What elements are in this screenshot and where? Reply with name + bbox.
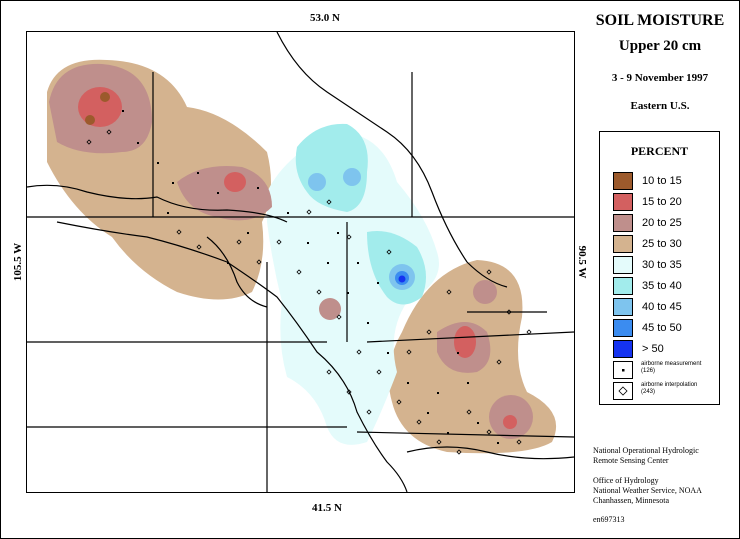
legend-label: 45 to 50 bbox=[642, 322, 682, 334]
interpolation-symbol bbox=[613, 382, 633, 400]
longitude-right-label: 90.5 W bbox=[576, 245, 588, 279]
legend-item: 10 to 15 bbox=[613, 172, 713, 190]
legend-label: 35 to 40 bbox=[642, 280, 682, 292]
region-20-25-east bbox=[177, 166, 272, 221]
product-code: en697313 bbox=[593, 515, 625, 524]
region-15-20-nw bbox=[78, 87, 122, 127]
interpolation-count: (243) bbox=[641, 389, 656, 395]
legend-item: 40 to 45 bbox=[613, 298, 713, 316]
credit-nohrsc: National Operational Hydrologic Remote S… bbox=[593, 446, 699, 466]
diamond-icon bbox=[618, 386, 628, 396]
map-canvas bbox=[27, 32, 574, 492]
legend-item: 25 to 30 bbox=[613, 235, 713, 253]
legend-item-measurement: airborne measurement (126) bbox=[613, 361, 713, 379]
legend-item: 20 to 25 bbox=[613, 214, 713, 232]
credit-office: Office of Hydrology National Weather Ser… bbox=[593, 476, 702, 506]
legend-swatch bbox=[613, 172, 633, 190]
interpolation-label: airborne interpolation bbox=[641, 382, 698, 388]
boundaries bbox=[27, 32, 574, 492]
title-date-range: 3 - 9 November 1997 bbox=[611, 72, 709, 84]
legend-label: 15 to 20 bbox=[642, 196, 682, 208]
title-soil-moisture: SOIL MOISTURE bbox=[595, 12, 725, 29]
legend-label: 25 to 30 bbox=[642, 238, 682, 250]
region-10-15-b bbox=[85, 115, 95, 125]
legend-swatch bbox=[613, 277, 633, 295]
square-dot-icon bbox=[622, 369, 625, 372]
region-gt50-a bbox=[398, 275, 406, 283]
latitude-bottom-label: 41.5 N bbox=[312, 502, 342, 514]
title-depth: Upper 20 cm bbox=[618, 38, 702, 54]
credit-line1: National Operational Hydrologic bbox=[593, 446, 699, 455]
title-region: Eastern U.S. bbox=[630, 100, 690, 112]
legend-swatch bbox=[613, 214, 633, 232]
credit-line4: National Weather Service, NOAA bbox=[593, 486, 702, 495]
region-15-20-se bbox=[454, 326, 476, 358]
legend-item: > 50 bbox=[613, 340, 713, 358]
soil-moisture-map bbox=[26, 31, 575, 493]
region-20-25-center bbox=[319, 298, 341, 320]
region-15-20-east bbox=[224, 172, 246, 192]
measurement-count: (126) bbox=[641, 368, 656, 374]
legend-item: 35 to 40 bbox=[613, 277, 713, 295]
airborne-measurement-markers bbox=[122, 110, 499, 444]
legend-label: 30 to 35 bbox=[642, 259, 682, 271]
legend-label: 10 to 15 bbox=[642, 175, 682, 187]
legend-swatch bbox=[613, 298, 633, 316]
legend-swatch bbox=[613, 235, 633, 253]
legend-swatch bbox=[613, 193, 633, 211]
legend-label: 20 to 25 bbox=[642, 217, 682, 229]
measurement-symbol bbox=[613, 361, 633, 379]
region-40-45-a bbox=[308, 173, 326, 191]
region-40-45-b bbox=[343, 168, 361, 186]
region-15-20-se2 bbox=[503, 415, 517, 429]
measurement-label: airborne measurement bbox=[641, 361, 702, 367]
region-20-25-south bbox=[473, 280, 497, 304]
legend: PERCENT 10 to 15 15 to 20 20 to 25 25 to… bbox=[599, 131, 720, 405]
legend-item: 45 to 50 bbox=[613, 319, 713, 337]
legend-item-interpolation: airborne interpolation (243) bbox=[613, 382, 713, 400]
region-30-35-central bbox=[267, 132, 439, 445]
region-10-15-a bbox=[100, 92, 110, 102]
legend-swatch bbox=[613, 319, 633, 337]
latitude-top-label: 53.0 N bbox=[310, 12, 340, 24]
airborne-interpolation-markers bbox=[86, 129, 532, 455]
legend-label: 40 to 45 bbox=[642, 301, 682, 313]
legend-title: PERCENT bbox=[630, 144, 689, 158]
legend-swatch bbox=[613, 340, 633, 358]
legend-item: 15 to 20 bbox=[613, 193, 713, 211]
credit-line2: Remote Sensing Center bbox=[593, 456, 669, 465]
legend-label: > 50 bbox=[642, 343, 664, 355]
credit-line5: Chanhassen, Minnesota bbox=[593, 496, 669, 505]
longitude-left-label: 105.5 W bbox=[12, 242, 24, 282]
credit-line3: Office of Hydrology bbox=[593, 476, 659, 485]
legend-swatch bbox=[613, 256, 633, 274]
legend-item: 30 to 35 bbox=[613, 256, 713, 274]
